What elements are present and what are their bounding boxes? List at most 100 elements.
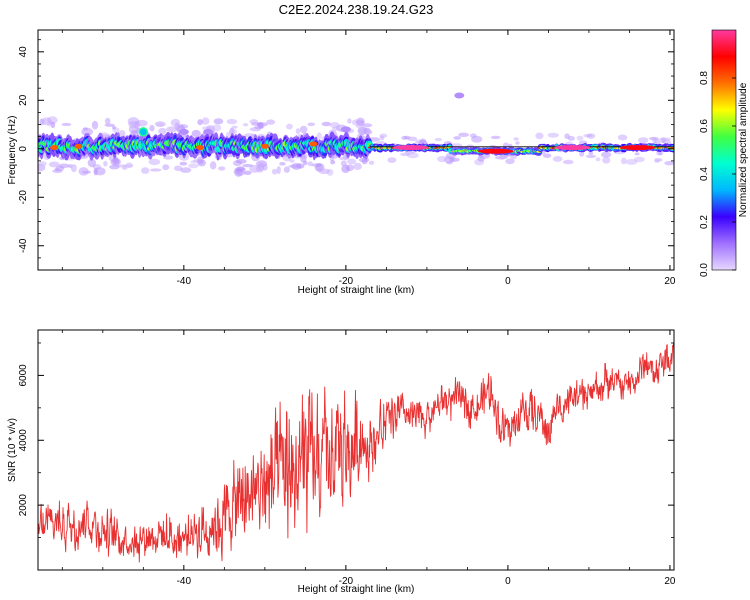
spectrogram-speckle [111, 126, 117, 130]
spectrogram-y-axis-label: Frequency (Hz) [7, 116, 18, 185]
spectrogram-speckle [156, 122, 165, 128]
spectrogram-speckle [400, 152, 410, 156]
spectrogram-speckle [52, 169, 63, 174]
spectrogram-speckle [300, 154, 307, 163]
spectrogram-speckle [625, 158, 638, 165]
spectrogram-speckle [288, 164, 298, 168]
spectrogram-speckle [130, 130, 139, 137]
colorbar-label: Normalized spectral amplitude [738, 82, 749, 217]
spectrogram-speckle [434, 137, 443, 142]
colorbar-tick-label: 0.0 [699, 263, 710, 277]
spectrogram-speckle [579, 150, 585, 157]
spectrogram-speckle [595, 157, 601, 162]
spectrogram-speckle [617, 134, 628, 141]
spectrogram-speckle [316, 132, 322, 139]
spectrogram-hot-spot [477, 148, 514, 154]
spectrogram-speckle [634, 152, 640, 156]
spectrogram-speckle [163, 155, 174, 160]
y-tick-label: 20 [18, 94, 29, 106]
spectrogram-x-axis-label: Height of straight line (km) [298, 285, 415, 296]
chart-title: C2E2.2024.238.19.24.G23 [279, 2, 434, 17]
colorbar-ticks: 0.0 0.2 0.4 0.6 0.8 [699, 71, 736, 277]
spectrogram-speckle [477, 155, 485, 162]
spectrogram-speckle [366, 130, 373, 135]
spectrogram-speckle [109, 164, 120, 170]
spectrogram-speckle [654, 159, 660, 163]
spectrogram-blob [138, 127, 149, 137]
spectrogram-speckle [283, 166, 290, 173]
spectrogram-speckle [104, 117, 111, 125]
snr-series-line [38, 342, 674, 563]
spectrogram-speckle [249, 119, 259, 125]
spectrogram-speckle [601, 151, 612, 158]
snr-y-axis-label: SNR (10 * v/v) [7, 418, 18, 482]
spectrogram-speckle [78, 167, 89, 176]
spectrogram-speckle [307, 122, 315, 127]
snr-panel: -40 -20 0 20 2000 4000 6000 Height of straight… [7, 329, 676, 595]
spectrogram-hot-spot [196, 145, 205, 151]
spectrogram-speckle [128, 120, 139, 129]
spectrogram-speckle [621, 157, 627, 165]
spectrogram-speckle [552, 156, 563, 162]
spectrogram-speckle [515, 141, 520, 145]
spectrogram-hot-spot [392, 145, 429, 151]
spectrogram-hot-spot [260, 143, 269, 149]
spectrogram-speckle [47, 121, 52, 127]
spectrogram-speckle [303, 160, 308, 166]
spectrogram-speckle [112, 157, 120, 165]
spectrogram-speckle [353, 162, 362, 171]
spectrogram-speckle [358, 157, 370, 163]
spectrogram-speckle [469, 133, 477, 138]
spectrogram-speckle [162, 164, 170, 171]
spectrogram-speckle [266, 119, 276, 125]
spectrogram-speckle [231, 125, 238, 129]
spectrogram-speckle [197, 156, 204, 165]
spectrogram-speckle [347, 158, 357, 165]
spectrogram-speckle [173, 165, 183, 172]
y-tick-label: 40 [18, 46, 29, 58]
spectrogram-faint-feature [203, 128, 214, 135]
y-tick-label: -40 [18, 238, 29, 253]
spectrogram-speckle [104, 123, 115, 127]
spectrogram-speckle [490, 135, 501, 140]
colorbar: 0.0 0.2 0.4 0.6 0.8 Normalized spectral ampl… [699, 29, 749, 277]
spectrogram-speckle [401, 135, 408, 140]
spectrogram-speckle [576, 135, 584, 141]
spectrogram-speckle [94, 167, 106, 176]
spectrogram-speckle [148, 158, 161, 166]
x-tick-label: -20 [339, 576, 354, 587]
spectrogram-speckle [602, 156, 611, 164]
spectrogram-speckle [103, 160, 108, 167]
spectrogram-speckle [213, 118, 224, 125]
spectrogram-speckle [279, 162, 286, 166]
spectrogram-speckle [91, 120, 99, 130]
y-tick-label: 6000 [18, 364, 29, 387]
spectrogram-speckle [406, 152, 419, 159]
y-tick-label: 4000 [18, 429, 29, 452]
spectrogram-speckle [262, 164, 268, 171]
x-tick-label: 20 [664, 276, 676, 287]
spectrogram-hot-spot [309, 141, 318, 147]
spectrogram-speckle [87, 158, 97, 168]
spectrogram-speckle [564, 133, 570, 140]
spectrogram-speckle [513, 137, 519, 141]
spectrogram-speckle [318, 168, 330, 175]
spectrogram-speckle [276, 165, 281, 175]
spectrogram-speckle [125, 162, 133, 169]
spectrogram-speckle [330, 160, 336, 165]
spectrogram-speckle [234, 167, 246, 172]
x-tick-label: -40 [177, 276, 192, 287]
spectrogram-speckle [197, 119, 203, 126]
snr-x-axis-label: Height of straight line (km) [298, 584, 415, 595]
spectrogram-panel: -40 -20 0 20 40 20 0 -20 -40 Height of straight … [7, 29, 676, 296]
spectrogram-speckle [61, 122, 72, 127]
spectrogram-speckle [242, 123, 249, 127]
spectrogram-speckle [257, 121, 264, 129]
spectrogram-speckle [562, 159, 574, 165]
spectrogram-speckle [285, 123, 293, 130]
spectrogram-speckle [218, 166, 226, 171]
spectrogram-speckle [347, 118, 352, 124]
colorbar-tick-label: 0.4 [699, 167, 710, 181]
x-tick-label: 20 [664, 576, 676, 587]
spectrogram-speckle [588, 151, 594, 155]
